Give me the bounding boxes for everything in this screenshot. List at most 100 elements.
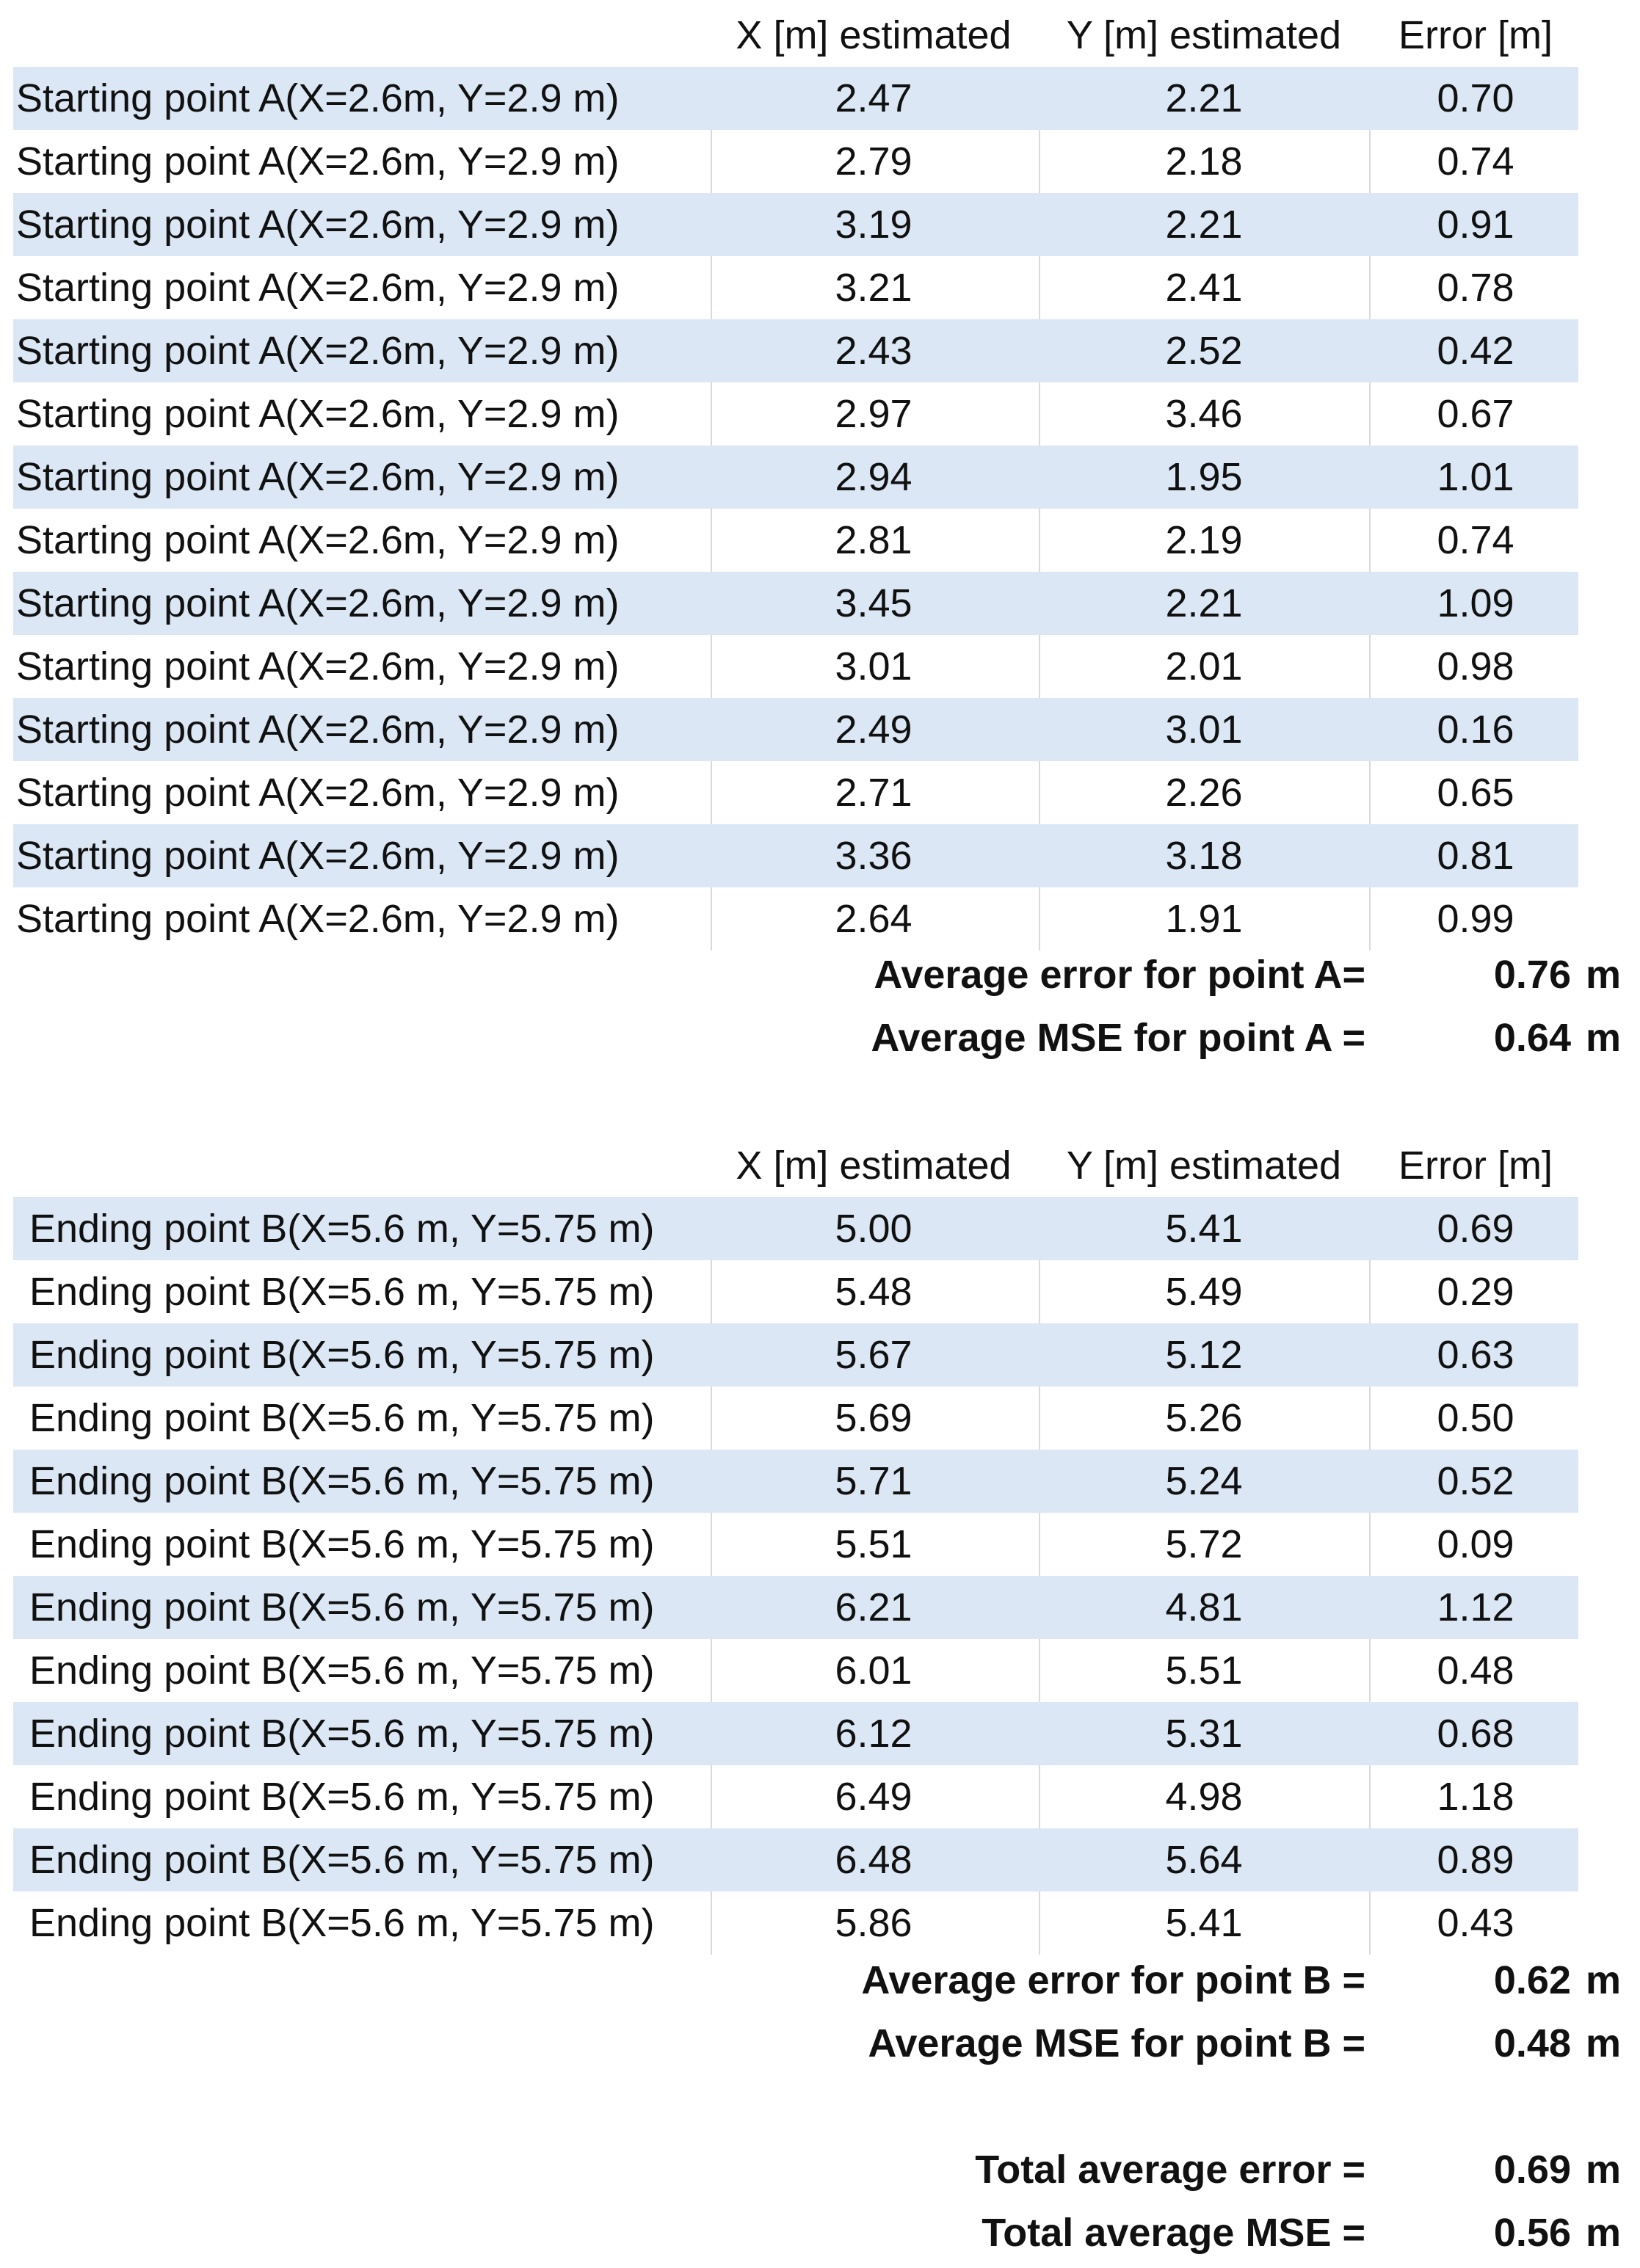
x-estimated-value: 2.47 [835,76,912,120]
header-error: Error [m] [1398,1144,1553,1188]
table-a-row: Starting point A(X=2.6m, Y=2.9 m) 2.81 2.1… [0,509,1640,572]
cell-gridline [1369,1386,1371,1450]
point-label: Ending point B(X=5.6 m, Y=5.75 m) [29,1207,655,1251]
error-value: 0.70 [1437,76,1514,120]
avg-error-b: Average error for point B = 0.62 m [0,1949,1640,2012]
table-b-row: Ending point B(X=5.6 m, Y=5.75 m) 5.67 5.1… [0,1323,1640,1386]
summary-value: 0.69 [1493,2148,1571,2192]
table-b-row: Ending point B(X=5.6 m, Y=5.75 m) 6.12 5.3… [0,1702,1640,1765]
cell-gridline [711,130,712,193]
y-estimated-value: 1.91 [1165,897,1243,941]
error-value: 0.74 [1437,139,1514,183]
row-band [13,67,711,130]
cell-gridline [1039,509,1040,572]
table-a-row: Starting point A(X=2.6m, Y=2.9 m) 2.94 1.9… [0,446,1640,509]
error-value: 0.48 [1437,1649,1514,1693]
y-estimated-value: 2.19 [1165,518,1243,562]
table-a-row: Starting point A(X=2.6m, Y=2.9 m) 3.21 2.4… [0,256,1640,319]
row-band [13,698,711,761]
point-label: Ending point B(X=5.6 m, Y=5.75 m) [29,1901,655,1945]
row-band [13,1828,711,1891]
summary-label: Total average error = [975,2148,1365,2192]
point-label: Starting point A(X=2.6m, Y=2.9 m) [16,329,620,373]
cell-gridline [1039,1260,1040,1323]
x-estimated-value: 2.79 [835,139,912,183]
cell-gridline [1369,509,1371,572]
point-label: Starting point A(X=2.6m, Y=2.9 m) [16,518,620,562]
cell-gridline [711,1891,712,1955]
error-value: 0.98 [1437,644,1514,688]
x-estimated-value: 5.71 [835,1459,912,1503]
y-estimated-value: 2.21 [1165,581,1243,625]
table-a-row: Starting point A(X=2.6m, Y=2.9 m) 3.45 2.2… [0,572,1640,635]
cell-gridline [711,1386,712,1450]
cell-gridline [711,1639,712,1702]
summary-value: 0.76 [1493,953,1571,997]
summary-unit: m [1586,2148,1622,2192]
row-band [13,1197,711,1260]
x-estimated-value: 6.01 [835,1649,912,1693]
cell-gridline [1039,1765,1040,1828]
error-value: 0.43 [1437,1901,1514,1945]
summary-unit: m [1586,1016,1622,1060]
point-label: Starting point A(X=2.6m, Y=2.9 m) [16,581,620,625]
cell-gridline [711,1765,712,1828]
row-band [711,446,1578,509]
cell-gridline [1039,887,1040,951]
y-estimated-value: 2.26 [1165,771,1243,815]
x-estimated-value: 2.81 [835,518,912,562]
point-label: Starting point A(X=2.6m, Y=2.9 m) [16,708,620,752]
error-value: 0.69 [1437,1207,1514,1251]
point-label: Ending point B(X=5.6 m, Y=5.75 m) [29,1585,655,1629]
x-estimated-value: 2.64 [835,897,912,941]
point-label: Starting point A(X=2.6m, Y=2.9 m) [16,266,620,310]
error-value: 1.01 [1437,455,1514,499]
y-estimated-value: 5.64 [1165,1838,1243,1882]
summary-unit: m [1586,2021,1622,2065]
x-estimated-value: 5.69 [835,1396,912,1440]
error-value: 0.68 [1437,1712,1514,1756]
y-estimated-value: 2.41 [1165,266,1243,310]
x-estimated-value: 3.19 [835,203,912,247]
cell-gridline [1039,761,1040,824]
table-b-row: Ending point B(X=5.6 m, Y=5.75 m) 5.86 5.4… [0,1891,1640,1955]
cell-gridline [711,382,712,446]
row-band [711,1450,1578,1513]
summary-value: 0.64 [1493,1016,1571,1060]
cell-gridline [1369,1891,1371,1955]
row-band [711,1702,1578,1765]
cell-gridline [1369,130,1371,193]
error-value: 0.29 [1437,1270,1514,1314]
cell-gridline [1369,635,1371,698]
point-label: Starting point A(X=2.6m, Y=2.9 m) [16,392,620,436]
point-label: Ending point B(X=5.6 m, Y=5.75 m) [29,1712,655,1756]
cell-gridline [1369,1513,1371,1576]
y-estimated-value: 2.01 [1165,644,1243,688]
error-value: 0.91 [1437,203,1514,247]
row-band [13,193,711,256]
total-avg-error: Total average error = 0.69 m [0,2138,1640,2201]
header-y-estimated: Y [m] estimated [1066,13,1342,57]
x-estimated-value: 5.51 [835,1522,912,1566]
table-b-row: Ending point B(X=5.6 m, Y=5.75 m) 6.01 5.5… [0,1639,1640,1702]
cell-gridline [1039,1639,1040,1702]
summary-value: 0.62 [1493,1958,1571,2002]
point-label: Starting point A(X=2.6m, Y=2.9 m) [16,139,620,183]
y-estimated-value: 5.26 [1165,1396,1243,1440]
row-band [711,193,1578,256]
avg-mse-b: Average MSE for point B = 0.48 m [0,2012,1640,2075]
y-estimated-value: 5.12 [1165,1333,1243,1377]
x-estimated-value: 2.94 [835,455,912,499]
row-band [13,446,711,509]
row-band [711,1576,1578,1639]
table-a-row: Starting point A(X=2.6m, Y=2.9 m) 3.36 3.1… [0,824,1640,887]
x-estimated-value: 5.67 [835,1333,912,1377]
table-a-row: Starting point A(X=2.6m, Y=2.9 m) 2.79 2.1… [0,130,1640,193]
table-b-row: Ending point B(X=5.6 m, Y=5.75 m) 6.49 4.9… [0,1765,1640,1828]
cell-gridline [1369,382,1371,446]
point-label: Ending point B(X=5.6 m, Y=5.75 m) [29,1522,655,1566]
error-value: 0.42 [1437,329,1514,373]
point-label: Starting point A(X=2.6m, Y=2.9 m) [16,203,620,247]
table-b-row: Ending point B(X=5.6 m, Y=5.75 m) 5.69 5.2… [0,1386,1640,1450]
